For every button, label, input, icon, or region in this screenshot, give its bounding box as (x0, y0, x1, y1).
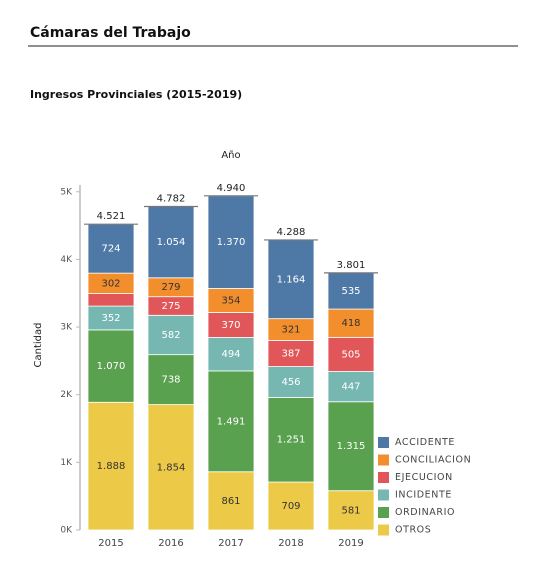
legend-swatch (378, 507, 389, 518)
y-tick-label: 5K (60, 187, 73, 197)
legend-swatch (378, 472, 389, 483)
value-label: 302 (101, 278, 120, 289)
bar-segment (87, 329, 135, 403)
chart-title: Ingresos Provinciales (2015-2019) (30, 88, 242, 101)
bar-segment (267, 239, 315, 320)
value-label: 1.888 (97, 461, 126, 472)
x-tick-label: 2016 (158, 538, 183, 549)
bar-segment (87, 293, 135, 307)
legend-swatch (378, 454, 389, 466)
value-label: 505 (341, 349, 360, 360)
value-label: 582 (161, 330, 180, 341)
x-tick-label: 2019 (338, 538, 363, 549)
value-label: 370 (221, 320, 240, 331)
y-tick-label: 3K (60, 323, 73, 333)
y-tick-label: 2K (60, 390, 73, 400)
legend-label: ORDINARIO (395, 507, 455, 518)
x-tick-label: 2017 (218, 538, 243, 549)
legend-swatch (378, 437, 389, 448)
value-label: 535 (341, 286, 360, 297)
bar-segment (147, 314, 195, 356)
legend-label: EJECUCION (395, 472, 453, 483)
x-tick-label: 2018 (278, 538, 303, 549)
value-label: 354 (221, 295, 240, 306)
value-label: 1.251 (277, 435, 306, 446)
bar-segment (327, 308, 375, 338)
y-axis-title: Cantidad (33, 323, 44, 368)
bar-segment (327, 490, 375, 531)
bar-segment (327, 401, 375, 492)
value-label: 279 (161, 282, 180, 293)
bar-segment (327, 371, 375, 403)
y-tick-label: 4K (60, 255, 73, 265)
page-title: Cámaras del Trabajo (30, 25, 191, 41)
bar-segment (207, 312, 255, 338)
value-label: 724 (101, 244, 120, 255)
total-label: 4.782 (157, 194, 186, 205)
value-label: 1.054 (157, 237, 186, 248)
legend-swatch (378, 489, 389, 501)
x-tick-label: 2015 (98, 538, 123, 549)
value-label: 738 (161, 375, 180, 386)
total-label: 3.801 (337, 260, 366, 271)
legend-swatch (378, 524, 389, 536)
value-label: 418 (341, 318, 360, 329)
legend-label: INCIDENTE (395, 490, 452, 501)
value-label: 1.070 (97, 361, 126, 372)
y-tick-label: 1K (60, 458, 73, 468)
value-label: 1.370 (217, 237, 246, 248)
bar-segment (87, 223, 135, 274)
bar-segment (207, 370, 255, 473)
bar-segment (327, 336, 375, 372)
bar-segment (147, 206, 195, 279)
total-label: 4.940 (217, 183, 246, 194)
bar-segment (267, 366, 315, 398)
bar-segment (147, 354, 195, 405)
total-label: 4.288 (277, 227, 306, 238)
legend-label: CONCILIACION (395, 455, 471, 466)
value-label: 494 (221, 349, 240, 360)
value-label: 1.164 (277, 274, 306, 285)
value-label: 352 (101, 313, 120, 324)
total-label: 4.521 (97, 211, 126, 222)
bar-segment (267, 397, 315, 483)
value-label: 1.315 (337, 441, 366, 452)
value-label: 275 (161, 301, 180, 312)
legend-label: OTROS (395, 525, 431, 536)
value-label: 447 (341, 382, 360, 393)
value-label: 456 (281, 377, 300, 388)
value-label: 861 (221, 496, 240, 507)
value-label: 709 (281, 501, 300, 512)
y-tick-label: 0K (60, 526, 73, 536)
bar-segment (267, 481, 315, 531)
legend-label: ACCIDENTE (395, 437, 455, 448)
x-axis-title: Año (221, 150, 240, 161)
bar-segment (147, 404, 195, 531)
value-label: 387 (281, 348, 300, 359)
bar-segment (207, 195, 255, 289)
value-label: 321 (281, 325, 300, 336)
value-label: 581 (341, 505, 360, 516)
bar-segment (87, 401, 135, 531)
value-label: 1.491 (217, 416, 246, 427)
value-label: 1.854 (157, 462, 186, 473)
